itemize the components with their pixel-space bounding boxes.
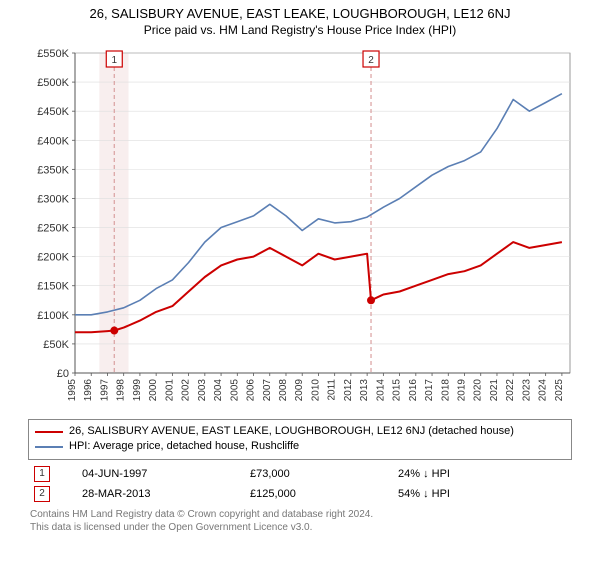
marker-pct: 24% ↓ HPI	[394, 464, 570, 484]
svg-text:£400K: £400K	[37, 135, 69, 147]
svg-text:£500K: £500K	[37, 77, 69, 89]
page-title: 26, SALISBURY AVENUE, EAST LEAKE, LOUGHB…	[0, 6, 600, 21]
svg-text:2013: 2013	[359, 379, 370, 402]
svg-text:2021: 2021	[489, 379, 500, 402]
footer-line-2: This data is licensed under the Open Gov…	[30, 521, 570, 534]
svg-text:2014: 2014	[375, 379, 386, 402]
svg-text:2025: 2025	[554, 379, 565, 402]
marker-badge: 2	[34, 486, 50, 502]
markers-table: 1 04-JUN-1997£73,00024% ↓ HPI 2 28-MAR-2013…	[30, 464, 570, 504]
svg-text:2010: 2010	[310, 379, 321, 402]
svg-text:1: 1	[111, 55, 117, 66]
svg-text:2004: 2004	[213, 379, 224, 402]
svg-text:£350K: £350K	[37, 164, 69, 176]
svg-text:£300K: £300K	[37, 193, 69, 205]
svg-text:2023: 2023	[521, 379, 532, 402]
svg-text:£0: £0	[57, 368, 69, 380]
legend: 26, SALISBURY AVENUE, EAST LEAKE, LOUGHB…	[28, 419, 572, 460]
svg-text:2020: 2020	[473, 379, 484, 402]
svg-text:£150K: £150K	[37, 281, 69, 293]
svg-text:£100K: £100K	[37, 310, 69, 322]
svg-text:2019: 2019	[457, 379, 468, 402]
svg-text:1996: 1996	[83, 379, 94, 402]
svg-text:2017: 2017	[424, 379, 435, 402]
legend-swatch	[35, 431, 63, 433]
svg-text:2012: 2012	[343, 379, 354, 402]
chart-area: £0 £50K £100K £150K £200K £250K £300K £350K £400…	[20, 43, 580, 413]
svg-text:2011: 2011	[327, 379, 338, 401]
svg-text:2018: 2018	[440, 379, 451, 402]
svg-text:2016: 2016	[408, 379, 419, 402]
svg-text:£450K: £450K	[37, 106, 69, 118]
line-chart: £0 £50K £100K £150K £200K £250K £300K £350K £400…	[20, 43, 580, 413]
svg-text:2003: 2003	[197, 379, 208, 402]
svg-text:2007: 2007	[262, 379, 273, 402]
marker-pct: 54% ↓ HPI	[394, 484, 570, 504]
svg-text:1995: 1995	[67, 379, 78, 402]
svg-text:£200K: £200K	[37, 252, 69, 264]
page-subtitle: Price paid vs. HM Land Registry's House …	[0, 23, 600, 37]
legend-label: 26, SALISBURY AVENUE, EAST LEAKE, LOUGHB…	[69, 424, 514, 439]
svg-text:2002: 2002	[181, 379, 192, 402]
svg-text:2008: 2008	[278, 379, 289, 402]
marker-price: £73,000	[246, 464, 394, 484]
svg-text:£250K: £250K	[37, 223, 69, 235]
marker-price: £125,000	[246, 484, 394, 504]
svg-text:£50K: £50K	[43, 339, 69, 351]
legend-swatch	[35, 446, 63, 448]
svg-text:2009: 2009	[294, 379, 305, 402]
marker-badge: 1	[34, 466, 50, 482]
svg-text:2024: 2024	[538, 379, 549, 402]
footer-attribution: Contains HM Land Registry data © Crown c…	[30, 508, 570, 534]
svg-text:2000: 2000	[148, 379, 159, 402]
svg-text:£550K: £550K	[37, 48, 69, 60]
svg-text:2022: 2022	[505, 379, 516, 402]
legend-row: HPI: Average price, detached house, Rush…	[35, 439, 565, 454]
svg-text:1999: 1999	[132, 379, 143, 402]
svg-text:1997: 1997	[99, 379, 110, 402]
marker-date: 28-MAR-2013	[78, 484, 246, 504]
svg-text:2006: 2006	[246, 379, 257, 402]
marker-row: 1 04-JUN-1997£73,00024% ↓ HPI	[30, 464, 570, 484]
legend-label: HPI: Average price, detached house, Rush…	[69, 439, 299, 454]
marker-row: 2 28-MAR-2013£125,00054% ↓ HPI	[30, 484, 570, 504]
marker-date: 04-JUN-1997	[78, 464, 246, 484]
svg-text:1998: 1998	[116, 379, 127, 402]
footer-line-1: Contains HM Land Registry data © Crown c…	[30, 508, 570, 521]
svg-text:2005: 2005	[229, 379, 240, 402]
svg-text:2001: 2001	[164, 379, 175, 402]
svg-text:2015: 2015	[392, 379, 403, 402]
legend-row: 26, SALISBURY AVENUE, EAST LEAKE, LOUGHB…	[35, 424, 565, 439]
svg-text:2: 2	[368, 55, 374, 66]
